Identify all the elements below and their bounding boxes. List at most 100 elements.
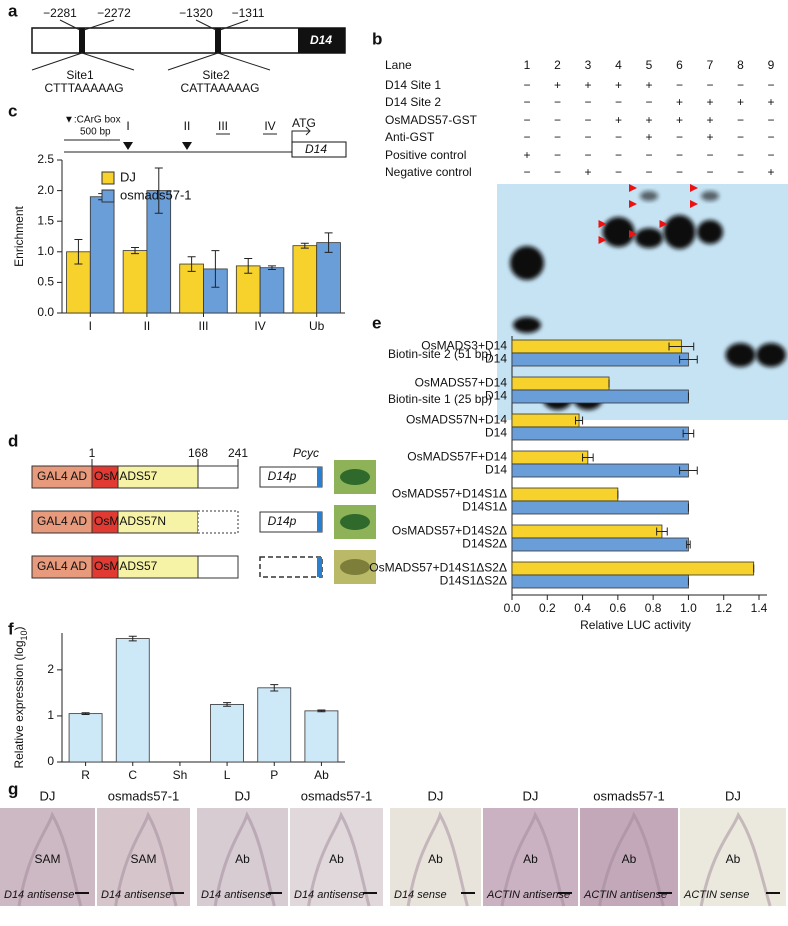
arrowhead xyxy=(629,184,637,192)
cell: + xyxy=(676,95,683,109)
reporter-label: Pcyc xyxy=(293,446,319,460)
error-bar xyxy=(81,712,90,716)
site-sequence: CATTAAAAAG xyxy=(181,81,260,95)
y-tick-label: 0.5 xyxy=(37,275,54,289)
y-tick-label: D14 xyxy=(485,426,507,440)
cell: 5 xyxy=(646,58,653,72)
bar xyxy=(122,250,148,314)
x-tick-label: 0.4 xyxy=(574,601,591,615)
cell: − xyxy=(767,113,774,127)
error-bar xyxy=(244,258,253,274)
y-tick-label: OsMADS57F+D14 xyxy=(407,450,507,464)
cell: − xyxy=(767,78,774,92)
x-tick-label: L xyxy=(224,768,231,782)
arrowhead xyxy=(659,220,668,228)
panel-letter: b xyxy=(372,29,382,48)
domain-label: GAL4 AD xyxy=(37,514,87,528)
position: 241 xyxy=(228,446,248,460)
cell: − xyxy=(584,113,591,127)
x-tick-label: R xyxy=(81,768,90,782)
error-bar xyxy=(575,416,584,425)
cell: + xyxy=(645,130,652,144)
y-tick-label: 2.5 xyxy=(37,152,54,166)
arrowhead xyxy=(690,184,698,192)
arrowhead xyxy=(598,220,607,228)
cell: − xyxy=(523,130,530,144)
row-label: D14 Site 2 xyxy=(385,95,441,109)
genotype-label: osmads57-1 xyxy=(593,788,665,803)
x-tick-label: 0.8 xyxy=(645,601,662,615)
tissue-label: Ab xyxy=(428,852,443,866)
y-tick-label: 0 xyxy=(47,754,54,768)
reporter-end xyxy=(317,467,322,487)
cell: + xyxy=(645,78,652,92)
bar xyxy=(511,524,663,539)
cell: + xyxy=(706,95,713,109)
genotype-label: osmads57-1 xyxy=(301,788,373,803)
cell: + xyxy=(645,113,652,127)
arrowhead xyxy=(690,200,698,208)
y-tick-label: D14S2Δ xyxy=(462,537,507,551)
cell: − xyxy=(737,148,744,162)
reporter xyxy=(259,556,323,578)
bar xyxy=(511,450,589,465)
gel-band xyxy=(725,343,756,367)
bar xyxy=(511,339,682,354)
gel-band xyxy=(635,228,663,248)
cell: 4 xyxy=(615,58,622,72)
cell: + xyxy=(706,130,713,144)
cell: − xyxy=(676,148,683,162)
reporter-end xyxy=(317,557,322,577)
x-tick-label: 1.0 xyxy=(680,601,697,615)
bar xyxy=(511,389,689,404)
y-tick-label: OsMADS57+D14S2Δ xyxy=(392,524,507,538)
error-bar xyxy=(131,247,140,255)
row-label: Positive control xyxy=(385,148,466,162)
error-bar xyxy=(679,355,698,364)
x-tick-label: Ab xyxy=(314,768,329,782)
error-bar xyxy=(679,466,698,475)
tissue-label: SAM xyxy=(130,852,156,866)
panel-letter: c xyxy=(8,101,17,120)
bar xyxy=(89,196,115,314)
tissue-outline xyxy=(699,811,772,907)
construct-label: OsMADS57N xyxy=(94,514,166,528)
gene-box xyxy=(291,141,347,158)
error-bar xyxy=(686,540,691,549)
cell: − xyxy=(737,130,744,144)
cell: − xyxy=(523,113,530,127)
y-tick-label: D14S1Δ xyxy=(462,500,507,514)
error-bar xyxy=(187,256,196,272)
tissue-outline xyxy=(500,811,566,907)
y-tick-label: 1 xyxy=(47,708,54,722)
x-tick-label: II xyxy=(144,319,151,333)
tissue-outline xyxy=(598,811,665,907)
y-axis-label: Enrichment xyxy=(12,205,26,266)
cell: − xyxy=(645,148,652,162)
probe-label: D14 antisense xyxy=(4,889,74,901)
bar xyxy=(511,376,610,391)
y-axis-label-part: 10 xyxy=(19,630,29,640)
tissue-outline xyxy=(17,811,83,907)
tissue-label: SAM xyxy=(34,852,60,866)
bar xyxy=(304,710,339,763)
axes xyxy=(61,633,345,763)
cell: + xyxy=(767,165,774,179)
bar xyxy=(292,245,318,314)
row-label: Anti-GST xyxy=(385,130,435,144)
error-bar xyxy=(74,239,83,265)
marker-label: Biotin-site 2 (51 bp) xyxy=(388,347,492,361)
bar xyxy=(511,426,689,441)
region-label: IV xyxy=(264,119,275,133)
region-label: III xyxy=(218,119,228,133)
yeast-spot xyxy=(340,514,370,530)
cell: + xyxy=(523,148,530,162)
y-tick-label: OsMADS57+D14S1Δ xyxy=(392,487,507,501)
cell: − xyxy=(523,165,530,179)
genotype-label: DJ xyxy=(235,788,251,803)
x-tick-label: I xyxy=(89,319,92,333)
cell: + xyxy=(584,78,591,92)
site-name: Site2 xyxy=(202,68,230,82)
cell: − xyxy=(676,78,683,92)
error-bar xyxy=(656,527,668,536)
